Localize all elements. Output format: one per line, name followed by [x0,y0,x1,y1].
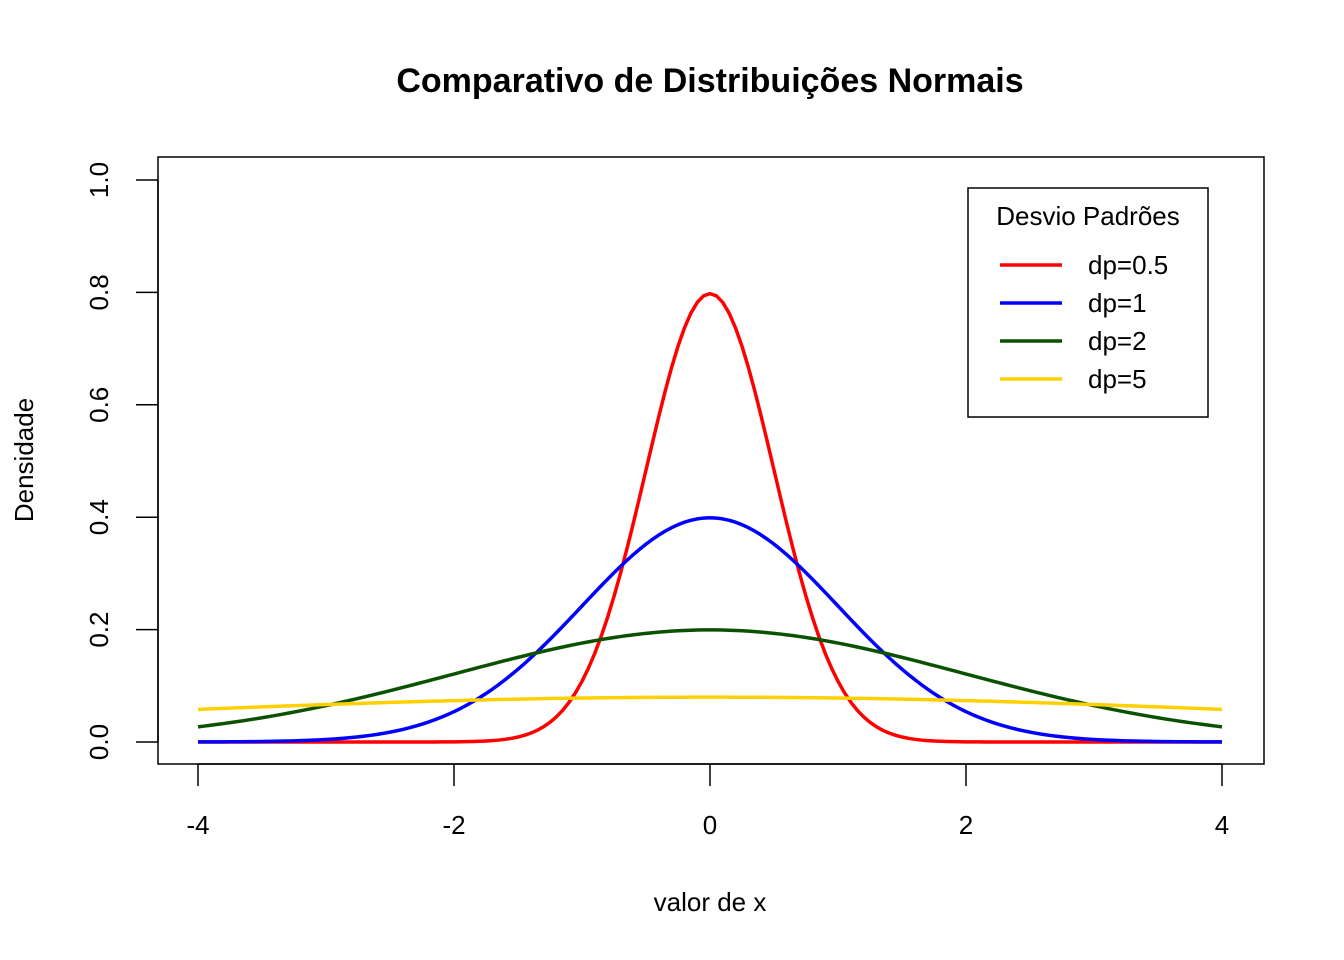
x-tick-label: -4 [186,810,209,840]
y-axis-label: Densidade [9,398,39,522]
x-axis-label: valor de x [654,887,767,917]
y-tick-label: 0.4 [84,499,114,535]
legend: Desvio Padrões dp=0.5 dp=1 dp=2 dp=5 [967,187,1209,418]
y-tick-label: 0.2 [84,612,114,648]
x-tick-label: 4 [1215,810,1229,840]
y-tick-label: 0.6 [84,387,114,423]
x-tick-label: 2 [959,810,973,840]
series-line-4 [197,695,1223,712]
legend-label-3: dp=2 [1088,326,1147,356]
x-tick-label: 0 [703,810,717,840]
y-axis: 0.0 0.2 0.4 0.6 0.8 1.0 [84,162,159,760]
y-tick-label: 0.0 [84,724,114,760]
series-line-1 [198,291,1222,744]
series-line-2 [197,516,1223,744]
legend-label-4: dp=5 [1088,364,1147,394]
x-tick-label: -2 [442,810,465,840]
y-tick-label: 0.8 [84,274,114,310]
legend-title: Desvio Padrões [996,201,1180,231]
y-tick-label: 1.0 [84,162,114,198]
series-layer [197,291,1223,744]
legend-label-2: dp=1 [1088,288,1147,318]
series-line-3 [197,628,1223,729]
chart-title: Comparativo de Distribuições Normais [396,62,1023,100]
legend-label-1: dp=0.5 [1088,250,1168,280]
legend-entries: dp=0.5 dp=1 dp=2 dp=5 [1000,250,1168,394]
x-axis: -4 -2 0 2 4 [186,763,1229,840]
